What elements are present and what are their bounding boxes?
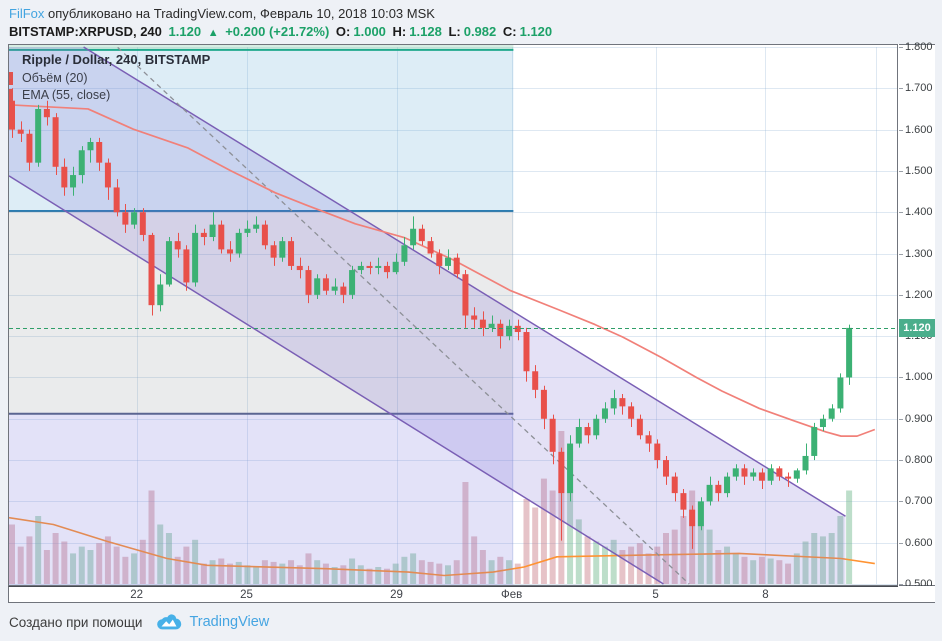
ema-indicator-swatch [9, 89, 13, 102]
footer: Создано при помощи TradingView [9, 610, 269, 634]
open-value: 1.000 [353, 24, 386, 39]
close-value: 1.120 [519, 24, 553, 39]
created-with-text: Создано при помощи [9, 614, 143, 630]
time-axis[interactable]: 22 25 29 Фев 5 8 [8, 586, 898, 603]
close-label: C: [502, 24, 517, 39]
x-axis-label: 5 [652, 589, 659, 601]
price-axis[interactable]: 1.120 1.800 1.700 1.600 1.500 1.400 1.300 1.20… [899, 41, 935, 590]
y-axis-label: 1.400 [905, 206, 933, 219]
x-axis-label: 22 [130, 589, 144, 601]
y-axis-label: 1.200 [905, 288, 933, 301]
high-value: 1.128 [409, 24, 442, 39]
price-chart-canvas[interactable] [9, 45, 897, 585]
y-axis-tick [899, 294, 903, 296]
publisher-link[interactable]: FilFox [9, 6, 45, 21]
y-axis-label: 1.300 [905, 247, 933, 260]
symbol-text: BITSTAMP:XRPUSD, 240 [9, 24, 162, 39]
legend-ema-label: EMA (55, close) [22, 88, 111, 102]
chart-widget: Ripple / Dollar, 240, BITSTAMP Объём (20… [8, 41, 935, 603]
open-label: O: [335, 24, 351, 39]
y-axis-tick [899, 212, 903, 214]
y-axis-label: 0.900 [905, 412, 933, 425]
y-axis-tick [899, 460, 903, 462]
tradingview-brand-text: TradingView [189, 614, 270, 630]
low-value: 0.982 [463, 24, 497, 39]
header-line-1: FilFox опубликовано на TradingView.com, … [9, 6, 435, 21]
y-axis-tick [899, 88, 903, 90]
legend-volume-label: Объём (20) [22, 71, 88, 85]
published-note: опубликовано на TradingView.com, Февраль… [48, 6, 435, 21]
high-label: H: [392, 24, 407, 39]
legend-symbol-title[interactable]: Ripple / Dollar, 240, BITSTAMP [22, 52, 211, 67]
price-label-badge: 1.120 [899, 318, 935, 337]
low-label: L: [448, 24, 461, 39]
volume-indicator-swatch [9, 72, 13, 85]
plot-area: Ripple / Dollar, 240, BITSTAMP Объём (20… [8, 44, 898, 586]
tradingview-logo-icon [157, 613, 182, 629]
y-axis-label: 1.700 [905, 82, 933, 95]
y-axis-label: 1.800 [905, 41, 933, 53]
tradingview-link[interactable]: TradingView [156, 613, 270, 631]
x-axis-label: Фев [501, 589, 523, 601]
y-axis-tick [899, 170, 903, 172]
y-axis-tick [899, 542, 903, 544]
chart-legend: Ripple / Dollar, 240, BITSTAMP Объём (20… [9, 52, 210, 104]
y-axis-label: 0.600 [905, 536, 933, 549]
last-price: 1.120 [168, 24, 202, 39]
x-axis-label: 8 [762, 589, 769, 601]
y-axis-label: 1.000 [905, 371, 933, 384]
y-axis-tick [899, 418, 903, 420]
y-axis-tick [899, 129, 903, 131]
y-axis-tick [899, 377, 903, 379]
price-change: +0.200 (+21.72%) [225, 24, 330, 39]
legend-ema-indicator[interactable]: EMA (55, close) [9, 87, 210, 104]
y-axis-tick [899, 584, 903, 585]
y-axis-tick [899, 47, 903, 48]
legend-volume-indicator[interactable]: Объём (20) [9, 70, 210, 87]
header-line-2: BITSTAMP:XRPUSD, 240 1.120 ▲ +0.200 (+21… [9, 24, 555, 39]
y-axis-label: 0.800 [905, 454, 933, 467]
y-axis-tick [899, 501, 903, 503]
x-axis-label: 29 [390, 589, 403, 601]
y-axis-label: 0.700 [905, 495, 933, 508]
y-axis-label: 1.500 [905, 164, 933, 177]
change-arrow-icon: ▲ [207, 27, 219, 39]
x-axis-label: 25 [240, 589, 253, 601]
y-axis-label: 1.600 [905, 123, 933, 136]
y-axis-tick [899, 253, 903, 255]
axis-corner [898, 586, 935, 603]
